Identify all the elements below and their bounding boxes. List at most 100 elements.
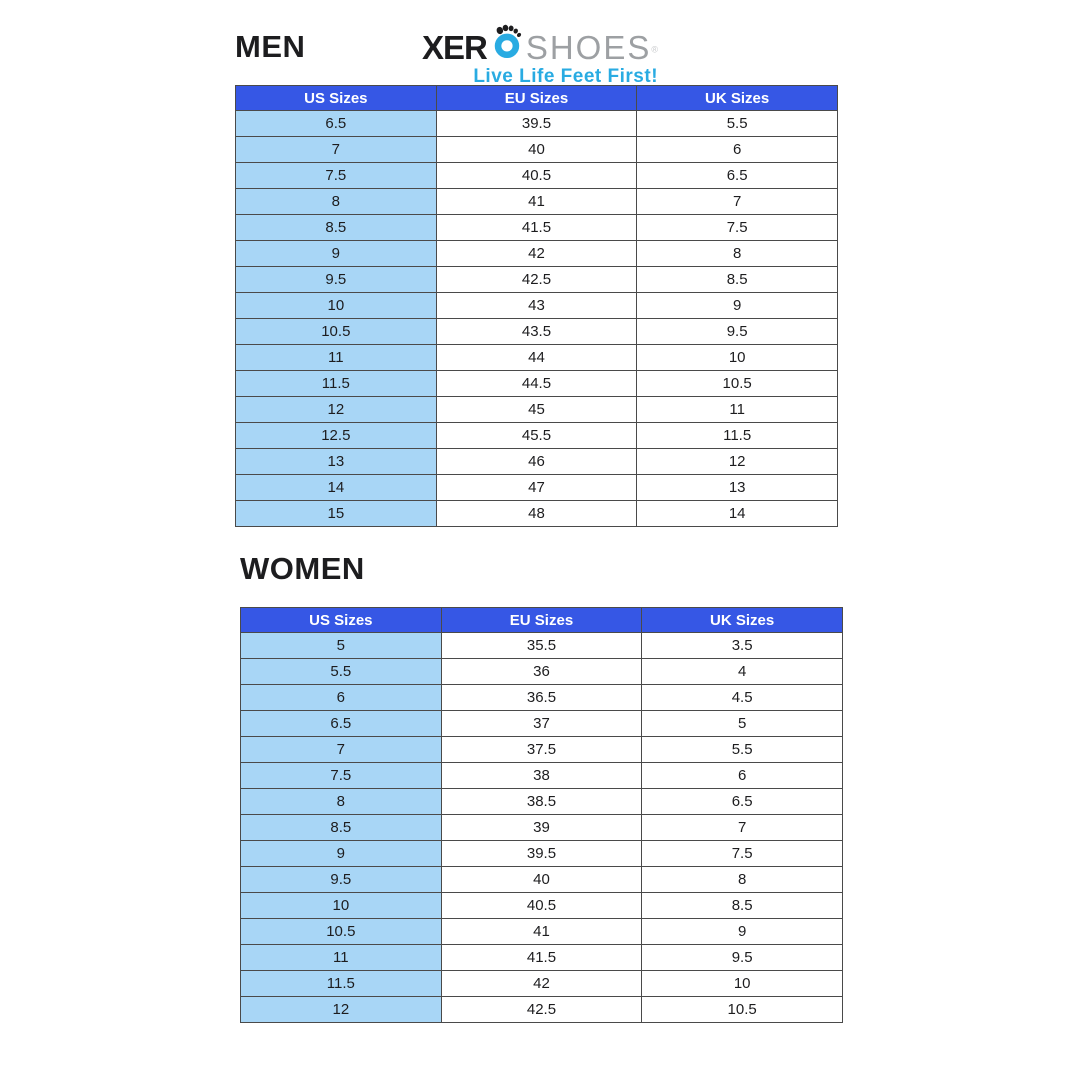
us-size-cell: 10.5 bbox=[240, 918, 442, 945]
us-size-cell: 7 bbox=[235, 136, 437, 163]
us-size-cell: 13 bbox=[235, 448, 437, 475]
uk-size-cell: 14 bbox=[636, 500, 838, 527]
eu-size-cell: 39.5 bbox=[435, 110, 638, 137]
uk-sizes-header: UK Sizes bbox=[636, 85, 838, 111]
us-size-cell: 7.5 bbox=[235, 162, 437, 189]
us-size-cell: 7.5 bbox=[240, 762, 442, 789]
eu-size-cell: 41.5 bbox=[435, 214, 638, 241]
us-size-cell: 12 bbox=[240, 996, 442, 1023]
us-size-cell: 10 bbox=[235, 292, 437, 319]
eu-size-cell: 41.5 bbox=[440, 944, 643, 971]
uk-size-cell: 9.5 bbox=[641, 944, 843, 971]
us-size-cell: 5.5 bbox=[240, 658, 442, 685]
eu-size-cell: 35.5 bbox=[440, 632, 643, 659]
uk-size-cell: 10.5 bbox=[636, 370, 838, 397]
uk-size-cell: 8.5 bbox=[641, 892, 843, 919]
table-row: 8 41 7 bbox=[235, 188, 838, 215]
us-size-cell: 5 bbox=[240, 632, 442, 659]
table-row: 10 43 9 bbox=[235, 292, 838, 319]
brand-tagline: Live Life Feet First! bbox=[473, 66, 659, 87]
eu-size-cell: 40.5 bbox=[440, 892, 643, 919]
us-size-cell: 9.5 bbox=[235, 266, 437, 293]
eu-size-cell: 45.5 bbox=[435, 422, 638, 449]
uk-size-cell: 8 bbox=[636, 240, 838, 267]
table-row: 9 39.5 7.5 bbox=[240, 840, 843, 867]
eu-size-cell: 40 bbox=[440, 866, 643, 893]
us-sizes-header: US Sizes bbox=[235, 85, 437, 111]
eu-size-cell: 36.5 bbox=[440, 684, 643, 711]
us-size-cell: 10.5 bbox=[235, 318, 437, 345]
uk-size-cell: 8 bbox=[641, 866, 843, 893]
us-size-cell: 14 bbox=[235, 474, 437, 501]
us-size-cell: 15 bbox=[235, 500, 437, 527]
eu-size-cell: 40.5 bbox=[435, 162, 638, 189]
eu-size-cell: 39.5 bbox=[440, 840, 643, 867]
eu-size-cell: 46 bbox=[435, 448, 638, 475]
men-size-table: US Sizes EU Sizes UK Sizes 6.5 39.5 5.5 7 40… bbox=[235, 85, 838, 527]
foot-o-icon bbox=[494, 24, 521, 59]
us-size-cell: 11.5 bbox=[240, 970, 442, 997]
us-size-cell: 11 bbox=[240, 944, 442, 971]
us-size-cell: 12.5 bbox=[235, 422, 437, 449]
uk-size-cell: 11.5 bbox=[636, 422, 838, 449]
uk-size-cell: 7 bbox=[636, 188, 838, 215]
men-table-body: 6.5 39.5 5.5 7 40 6 7.5 40.5 6.5 8 41 7 8.5 41.5 7.5 9 4… bbox=[235, 110, 838, 527]
men-size-chart: MEN US Sizes EU Sizes UK Sizes 6.5 39.5 5.… bbox=[235, 31, 838, 527]
us-size-cell: 11.5 bbox=[235, 370, 437, 397]
women-title: WOMEN bbox=[240, 551, 365, 586]
uk-size-cell: 4.5 bbox=[641, 684, 843, 711]
us-size-cell: 12 bbox=[235, 396, 437, 423]
us-size-cell: 9 bbox=[240, 840, 442, 867]
uk-size-cell: 8.5 bbox=[636, 266, 838, 293]
eu-sizes-header: EU Sizes bbox=[435, 85, 638, 111]
us-size-cell: 8.5 bbox=[240, 814, 442, 841]
brand-logo: XER SHOES® Live Life Feet First! bbox=[422, 12, 658, 88]
eu-size-cell: 39 bbox=[440, 814, 643, 841]
uk-size-cell: 12 bbox=[636, 448, 838, 475]
uk-size-cell: 7.5 bbox=[641, 840, 843, 867]
eu-size-cell: 48 bbox=[435, 500, 638, 527]
uk-size-cell: 10 bbox=[641, 970, 843, 997]
us-size-cell: 10 bbox=[240, 892, 442, 919]
brand-wordmark-shoes: SHOES bbox=[525, 29, 652, 66]
us-size-cell: 9.5 bbox=[240, 866, 442, 893]
uk-size-cell: 9 bbox=[636, 292, 838, 319]
table-row: 10.5 43.5 9.5 bbox=[235, 318, 838, 345]
women-table-body: 5 35.5 3.5 5.5 36 4 6 36.5 4.5 6.5 37 5 7 37.5 5.5 7.5 3… bbox=[240, 632, 843, 1023]
table-row: 6.5 37 5 bbox=[240, 710, 843, 737]
eu-size-cell: 44.5 bbox=[435, 370, 638, 397]
table-row: 14 47 13 bbox=[235, 474, 838, 501]
eu-size-cell: 38 bbox=[440, 762, 643, 789]
table-row: 12.5 45.5 11.5 bbox=[235, 422, 838, 449]
eu-size-cell: 42.5 bbox=[435, 266, 638, 293]
table-row: 15 48 14 bbox=[235, 500, 838, 527]
table-row: 9 42 8 bbox=[235, 240, 838, 267]
eu-size-cell: 36 bbox=[440, 658, 643, 685]
table-row: 10.5 41 9 bbox=[240, 918, 843, 945]
eu-size-cell: 43 bbox=[435, 292, 638, 319]
registered-mark: ® bbox=[651, 44, 659, 55]
eu-size-cell: 37.5 bbox=[440, 736, 643, 763]
uk-size-cell: 5.5 bbox=[636, 110, 838, 137]
table-row: 7 37.5 5.5 bbox=[240, 736, 843, 763]
eu-size-cell: 44 bbox=[435, 344, 638, 371]
eu-size-cell: 47 bbox=[435, 474, 638, 501]
us-size-cell: 6 bbox=[240, 684, 442, 711]
eu-size-cell: 37 bbox=[440, 710, 643, 737]
men-title: MEN bbox=[235, 29, 306, 64]
table-row: 10 40.5 8.5 bbox=[240, 892, 843, 919]
eu-sizes-header: EU Sizes bbox=[440, 607, 643, 633]
brand-wordmark-xero: XER bbox=[421, 29, 488, 66]
table-row: 5 35.5 3.5 bbox=[240, 632, 843, 659]
us-size-cell: 6.5 bbox=[235, 110, 437, 137]
uk-size-cell: 6.5 bbox=[636, 162, 838, 189]
us-size-cell: 6.5 bbox=[240, 710, 442, 737]
table-row: 7 40 6 bbox=[235, 136, 838, 163]
table-row: 13 46 12 bbox=[235, 448, 838, 475]
table-row: 6.5 39.5 5.5 bbox=[235, 110, 838, 137]
eu-size-cell: 42.5 bbox=[440, 996, 643, 1023]
table-row: 12 45 11 bbox=[235, 396, 838, 423]
women-size-table: US Sizes EU Sizes UK Sizes 5 35.5 3.5 5.5 36… bbox=[240, 607, 843, 1023]
table-row: 8.5 39 7 bbox=[240, 814, 843, 841]
